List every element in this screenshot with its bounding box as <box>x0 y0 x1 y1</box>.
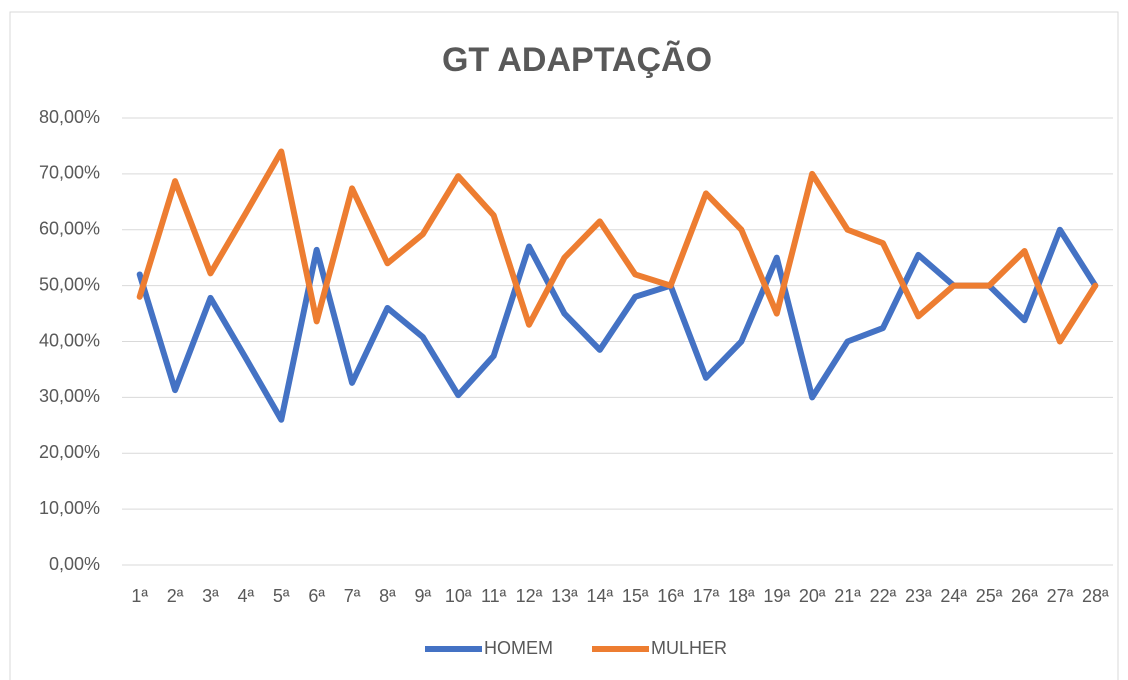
chart-title: GT ADAPTAÇÃO <box>442 41 712 79</box>
x-tick-label: 26ª <box>1011 586 1038 606</box>
x-tick-label: 19ª <box>763 586 790 606</box>
x-tick-label: 13ª <box>551 586 578 606</box>
x-tick-label: 14ª <box>586 586 613 606</box>
y-tick-label: 50,00% <box>39 274 100 294</box>
x-tick-label: 24ª <box>940 586 967 606</box>
x-tick-label: 9ª <box>414 586 431 606</box>
legend-label: MULHER <box>651 638 727 658</box>
series-line <box>136 226 1099 423</box>
x-tick-label: 1ª <box>131 586 148 606</box>
x-tick-label: 12ª <box>516 586 543 606</box>
x-tick-label: 7ª <box>344 586 361 606</box>
x-tick-label: 25ª <box>976 586 1003 606</box>
y-tick-label: 30,00% <box>39 386 100 406</box>
x-tick-label: 15ª <box>622 586 649 606</box>
y-tick-label: 0,00% <box>49 554 100 574</box>
x-tick-label: 21ª <box>834 586 861 606</box>
y-tick-label: 40,00% <box>39 330 100 350</box>
x-tick-label: 22ª <box>870 586 897 606</box>
legend-label: HOMEM <box>484 638 553 658</box>
x-tick-label: 28ª <box>1082 586 1109 606</box>
x-tick-label: 17ª <box>693 586 720 606</box>
series-line <box>136 148 1099 345</box>
y-tick-label: 10,00% <box>39 498 100 518</box>
x-tick-label: 10ª <box>445 586 472 606</box>
x-tick-label: 3ª <box>202 586 219 606</box>
x-tick-label: 20ª <box>799 586 826 606</box>
x-tick-label: 11ª <box>481 586 507 606</box>
chart-frame <box>9 11 1119 680</box>
x-tick-label: 6ª <box>308 586 325 606</box>
x-tick-label: 8ª <box>379 586 396 606</box>
x-tick-label: 5ª <box>273 586 290 606</box>
x-tick-label: 16ª <box>657 586 684 606</box>
x-tick-label: 27ª <box>1047 586 1074 606</box>
x-tick-label: 18ª <box>728 586 755 606</box>
x-tick-label: 2ª <box>167 586 184 606</box>
y-tick-label: 20,00% <box>39 442 100 462</box>
y-tick-label: 80,00% <box>39 107 100 127</box>
y-tick-label: 70,00% <box>39 163 100 183</box>
y-tick-label: 60,00% <box>39 219 100 239</box>
x-tick-label: 4ª <box>238 586 255 606</box>
x-tick-label: 23ª <box>905 586 932 606</box>
